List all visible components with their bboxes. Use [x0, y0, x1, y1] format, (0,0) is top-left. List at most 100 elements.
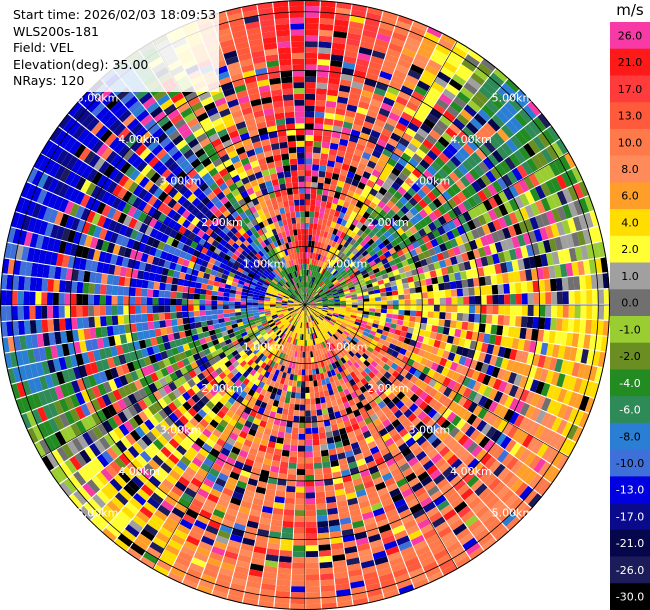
gate-cell: [440, 179, 451, 191]
gate-cell: [346, 171, 355, 179]
gate-cell: [307, 340, 310, 346]
gate-cell: [258, 326, 265, 332]
gate-cell: [130, 370, 139, 382]
gate-cell: [313, 217, 319, 224]
gate-cell: [281, 333, 286, 340]
gate-cell: [290, 344, 295, 351]
gate-cell: [328, 77, 340, 85]
gate-cell: [207, 557, 222, 568]
gate-cell: [167, 490, 181, 502]
gate-cell: [333, 324, 340, 329]
gate-cell: [316, 308, 322, 312]
gate-cell: [315, 309, 322, 313]
gate-cell: [305, 322, 307, 329]
gate-cell: [97, 383, 107, 396]
gate-cell: [321, 295, 327, 299]
gate-cell: [89, 443, 101, 457]
gate-cell: [314, 362, 319, 369]
gate-cell: [489, 243, 498, 255]
gate-cell: [305, 304, 311, 305]
gate-cell: [315, 344, 320, 351]
gate-cell: [293, 300, 300, 304]
gate-cell: [492, 416, 504, 429]
gate-cell: [21, 350, 30, 365]
gate-cell: [355, 112, 366, 121]
gate-cell: [367, 318, 374, 323]
gate-cell: [224, 284, 232, 290]
gate-cell: [487, 196, 498, 209]
gate-cell: [331, 277, 337, 283]
gate-cell: [322, 285, 328, 291]
gate-cell: [457, 214, 467, 225]
gate-cell: [330, 260, 336, 267]
gate-cell: [168, 453, 180, 465]
gate-cell: [291, 586, 305, 593]
gate-cell: [312, 368, 316, 375]
gate-cell: [276, 322, 283, 328]
gate-cell: [318, 330, 323, 337]
gate-cell: [326, 258, 332, 265]
gate-cell: [201, 326, 209, 333]
gate-cell: [321, 402, 327, 410]
gate-cell: [211, 300, 218, 305]
gate-cell: [545, 179, 557, 195]
gate-cell: [228, 588, 244, 598]
gate-cell: [499, 160, 512, 174]
gate-cell: [548, 330, 556, 344]
gate-cell: [421, 414, 432, 425]
gate-cell: [443, 387, 453, 398]
gate-cell: [571, 166, 584, 183]
gate-cell: [130, 278, 137, 288]
gate-cell: [90, 517, 105, 532]
gate-cell: [366, 12, 382, 22]
gate-cell: [20, 396, 32, 413]
gate-cell: [422, 96, 436, 108]
gate-cell: [454, 135, 467, 147]
gate-cell: [586, 305, 593, 319]
gate-cell: [580, 349, 589, 364]
gate-cell: [370, 98, 382, 108]
gate-cell: [578, 197, 590, 214]
gate-cell: [203, 331, 211, 338]
gate-cell: [255, 342, 262, 349]
gate-cell: [488, 400, 499, 413]
gate-cell: [188, 317, 195, 324]
gate-cell: [352, 354, 359, 362]
gate-cell: [343, 233, 350, 241]
gate-cell: [277, 573, 291, 581]
gate-cell: [423, 118, 436, 129]
gate-cell: [165, 349, 174, 358]
gate-cell: [398, 137, 410, 148]
gate-cell: [316, 503, 327, 510]
gate-cell: [297, 309, 302, 315]
gate-cell: [421, 311, 428, 318]
gate-cell: [433, 261, 441, 270]
gate-cell: [321, 309, 328, 313]
gate-cell: [476, 372, 486, 384]
gate-cell: [320, 585, 335, 592]
gate-cell: [355, 352, 362, 359]
gate-cell: [437, 71, 452, 84]
gate-cell: [311, 333, 315, 340]
gate-cell: [460, 488, 474, 501]
gate-cell: [350, 264, 358, 271]
gate-cell: [460, 510, 475, 523]
gate-cell: [177, 405, 188, 415]
gate-cell: [105, 482, 119, 496]
gate-cell: [383, 230, 392, 239]
gate-cell: [305, 328, 307, 335]
gate-cell: [324, 112, 335, 120]
gate-cell: [305, 375, 309, 382]
gate-cell: [92, 494, 106, 509]
gate-cell: [161, 334, 169, 343]
gate-cell: [102, 504, 117, 519]
gate-cell: [497, 216, 508, 229]
gate-cell: [70, 317, 78, 330]
gate-cell: [337, 329, 343, 335]
gate-cell: [252, 312, 260, 316]
gate-cell: [270, 354, 276, 361]
gate-cell: [12, 321, 20, 336]
gate-cell: [469, 429, 481, 441]
gate-cell: [318, 170, 326, 178]
gate-cell: [407, 327, 414, 334]
